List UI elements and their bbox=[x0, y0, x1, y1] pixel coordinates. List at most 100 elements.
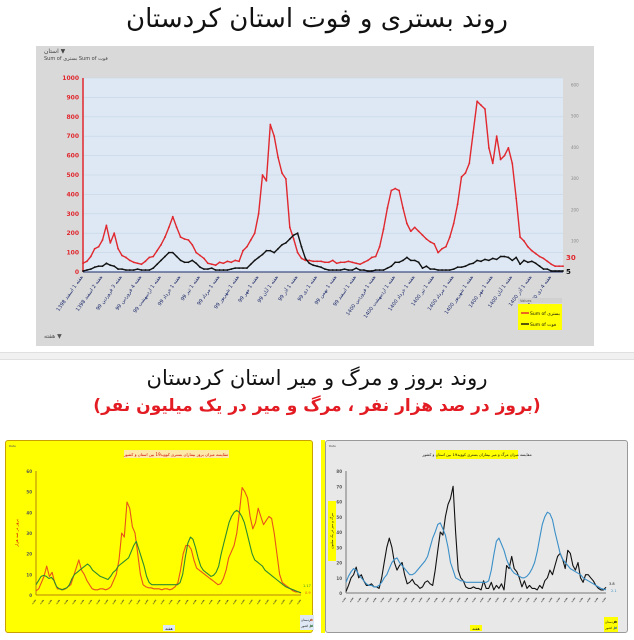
y-axis-label: بروز در صد هزار bbox=[14, 519, 19, 548]
legend: Values Sum of بستری Sum of فوت bbox=[518, 298, 562, 330]
x-tick-label: هفته bbox=[151, 598, 158, 605]
x-tick-label: هفته bbox=[363, 596, 370, 603]
secondary-y-tick: 400 bbox=[571, 145, 579, 150]
y-tick-label: 10 bbox=[336, 576, 342, 581]
x-tick-label: هفته bbox=[562, 596, 569, 603]
y-tick-label: 10 bbox=[26, 572, 32, 577]
x-tick-label: هفته bbox=[207, 598, 214, 605]
x-tick-label: هفته bbox=[463, 596, 470, 603]
x-tick-label: هفته bbox=[531, 596, 538, 603]
x-tick-label: هفته bbox=[271, 598, 278, 605]
end-label: 3.8 bbox=[609, 582, 615, 586]
legend-item: Sum of فوت bbox=[530, 322, 556, 328]
end-label: 0.9 bbox=[305, 591, 311, 595]
series-line bbox=[82, 100, 563, 267]
secondary-y-tick: 100 bbox=[571, 239, 579, 244]
bottom-section-title: روند بروز و مرگ و میر استان کردستان bbox=[146, 366, 488, 390]
y-tick-label: 0 bbox=[29, 593, 32, 598]
x-tick-label: هفته bbox=[62, 598, 69, 605]
x-tick-label: هفته bbox=[539, 596, 546, 603]
legend-title: Values bbox=[520, 299, 532, 303]
x-axis-label: هفته bbox=[165, 626, 172, 631]
x-tick-label: هفته bbox=[295, 598, 302, 605]
x-tick-label: هفته bbox=[215, 598, 222, 605]
week-filter[interactable]: هفته ▼ bbox=[44, 333, 62, 340]
x-tick-label: هفته bbox=[159, 598, 166, 605]
end-label-black: 5 bbox=[566, 268, 571, 276]
legend-item: کل کشور bbox=[300, 624, 313, 628]
top-chart-title: روند بستری و فوت استان کردستان bbox=[125, 4, 508, 34]
x-tick-label: هفته bbox=[470, 596, 477, 603]
y-tick-label: 100 bbox=[66, 250, 79, 257]
x-tick-label: هفته bbox=[577, 596, 584, 603]
y-axis-label: مرگ و میر در یک میلیون bbox=[329, 513, 334, 549]
x-axis-label-box bbox=[163, 625, 175, 631]
y-tick-label: 40 bbox=[26, 510, 32, 515]
legend-item: Sum of بستری bbox=[530, 311, 560, 317]
province-filter[interactable]: استان ▼ bbox=[44, 48, 66, 55]
y-tick-label: 30 bbox=[26, 531, 32, 536]
x-tick-label: هفته bbox=[111, 598, 118, 605]
y-tick-label: 700 bbox=[66, 133, 79, 140]
x-tick-label: هفته bbox=[417, 596, 424, 603]
x-tick-label: هفته bbox=[356, 596, 363, 603]
x-tick-label: هفته bbox=[175, 598, 182, 605]
chart-title-box bbox=[124, 450, 229, 458]
x-tick-label: هفته bbox=[348, 596, 355, 603]
x-tick-label: هفته bbox=[199, 598, 206, 605]
y-tick-label: 80 bbox=[336, 469, 342, 474]
y-tick-label: 200 bbox=[66, 230, 79, 237]
x-tick-label: هفته bbox=[135, 598, 142, 605]
y-tick-label: 400 bbox=[66, 191, 79, 198]
x-axis-label: هفته bbox=[472, 626, 479, 631]
x-tick-label: هفته bbox=[486, 596, 493, 603]
x-tick-label: هفته bbox=[263, 598, 270, 605]
y-tick-label: 900 bbox=[66, 94, 79, 101]
x-tick-label: هفته bbox=[223, 598, 230, 605]
legend: کردستان کل کشور bbox=[300, 615, 314, 630]
x-tick-label: هفته bbox=[432, 596, 439, 603]
x-tick-label: هفته bbox=[554, 596, 561, 603]
end-label: 2.1 bbox=[611, 589, 617, 593]
x-tick-label: هفته bbox=[239, 598, 246, 605]
series-line bbox=[345, 485, 607, 592]
series-line bbox=[35, 509, 302, 594]
legend-item: کل کشور bbox=[604, 626, 617, 630]
x-tick-label: هفته bbox=[143, 598, 150, 605]
legend-item: کردستان bbox=[605, 620, 617, 624]
x-tick-label: هفته bbox=[38, 598, 45, 605]
legend: کردستان کل کشور bbox=[604, 617, 618, 632]
y-tick-label: 0 bbox=[339, 591, 342, 596]
y-tick-label: 50 bbox=[336, 515, 342, 520]
end-label-red: 30 bbox=[566, 254, 576, 262]
incidence-chart-panel: Rate مقایسه میزان بروز بیماران بستری کووی… bbox=[5, 440, 314, 633]
series-line bbox=[345, 511, 607, 591]
chart-title-box bbox=[436, 450, 518, 459]
x-tick-label: هفته bbox=[54, 598, 61, 605]
top-chart-panel: استان ▼ Sum of بستری Sum of فوت 0 100 200 3… bbox=[36, 46, 594, 346]
x-tick-label: هفته bbox=[287, 598, 294, 605]
y-tick-label: 70 bbox=[336, 484, 342, 489]
y-tick-label: 60 bbox=[336, 500, 342, 505]
end-label: 1.17 bbox=[303, 584, 311, 588]
x-tick-label: هفته bbox=[78, 598, 85, 605]
y-tick-label: 30 bbox=[336, 545, 342, 550]
x-tick-label: هفته bbox=[386, 596, 393, 603]
x-tick-label: هفته bbox=[570, 596, 577, 603]
x-tick-label: هفته bbox=[371, 596, 378, 603]
incidence-comparison-chart: Rate مقایسه میزان بروز بیماران بستری کووی… bbox=[9, 444, 314, 631]
y-tick-label: 0 bbox=[75, 269, 79, 276]
x-tick-label: هفته bbox=[379, 596, 386, 603]
x-tick-label: هفته bbox=[119, 598, 126, 605]
chart-title: مقایسه میزان بروز بیماران بستری کووید19 … bbox=[123, 452, 228, 457]
x-tick-label: هفته bbox=[424, 596, 431, 603]
secondary-y-tick: 300 bbox=[571, 176, 579, 181]
x-axis-label-box bbox=[470, 625, 482, 631]
x-tick-label: هفته bbox=[547, 596, 554, 603]
secondary-y-tick: 200 bbox=[571, 207, 579, 212]
y-tick-label: 20 bbox=[26, 552, 32, 557]
x-tick-label: هفته bbox=[524, 596, 531, 603]
x-tick-label: هفته bbox=[455, 596, 462, 603]
chart-title: مقایسه میزان مرگ و میر بیماران بستری کوو… bbox=[421, 452, 531, 457]
mortality-comparison-chart: Rate مقایسه میزان مرگ و میر بیماران بستری… bbox=[328, 444, 618, 632]
